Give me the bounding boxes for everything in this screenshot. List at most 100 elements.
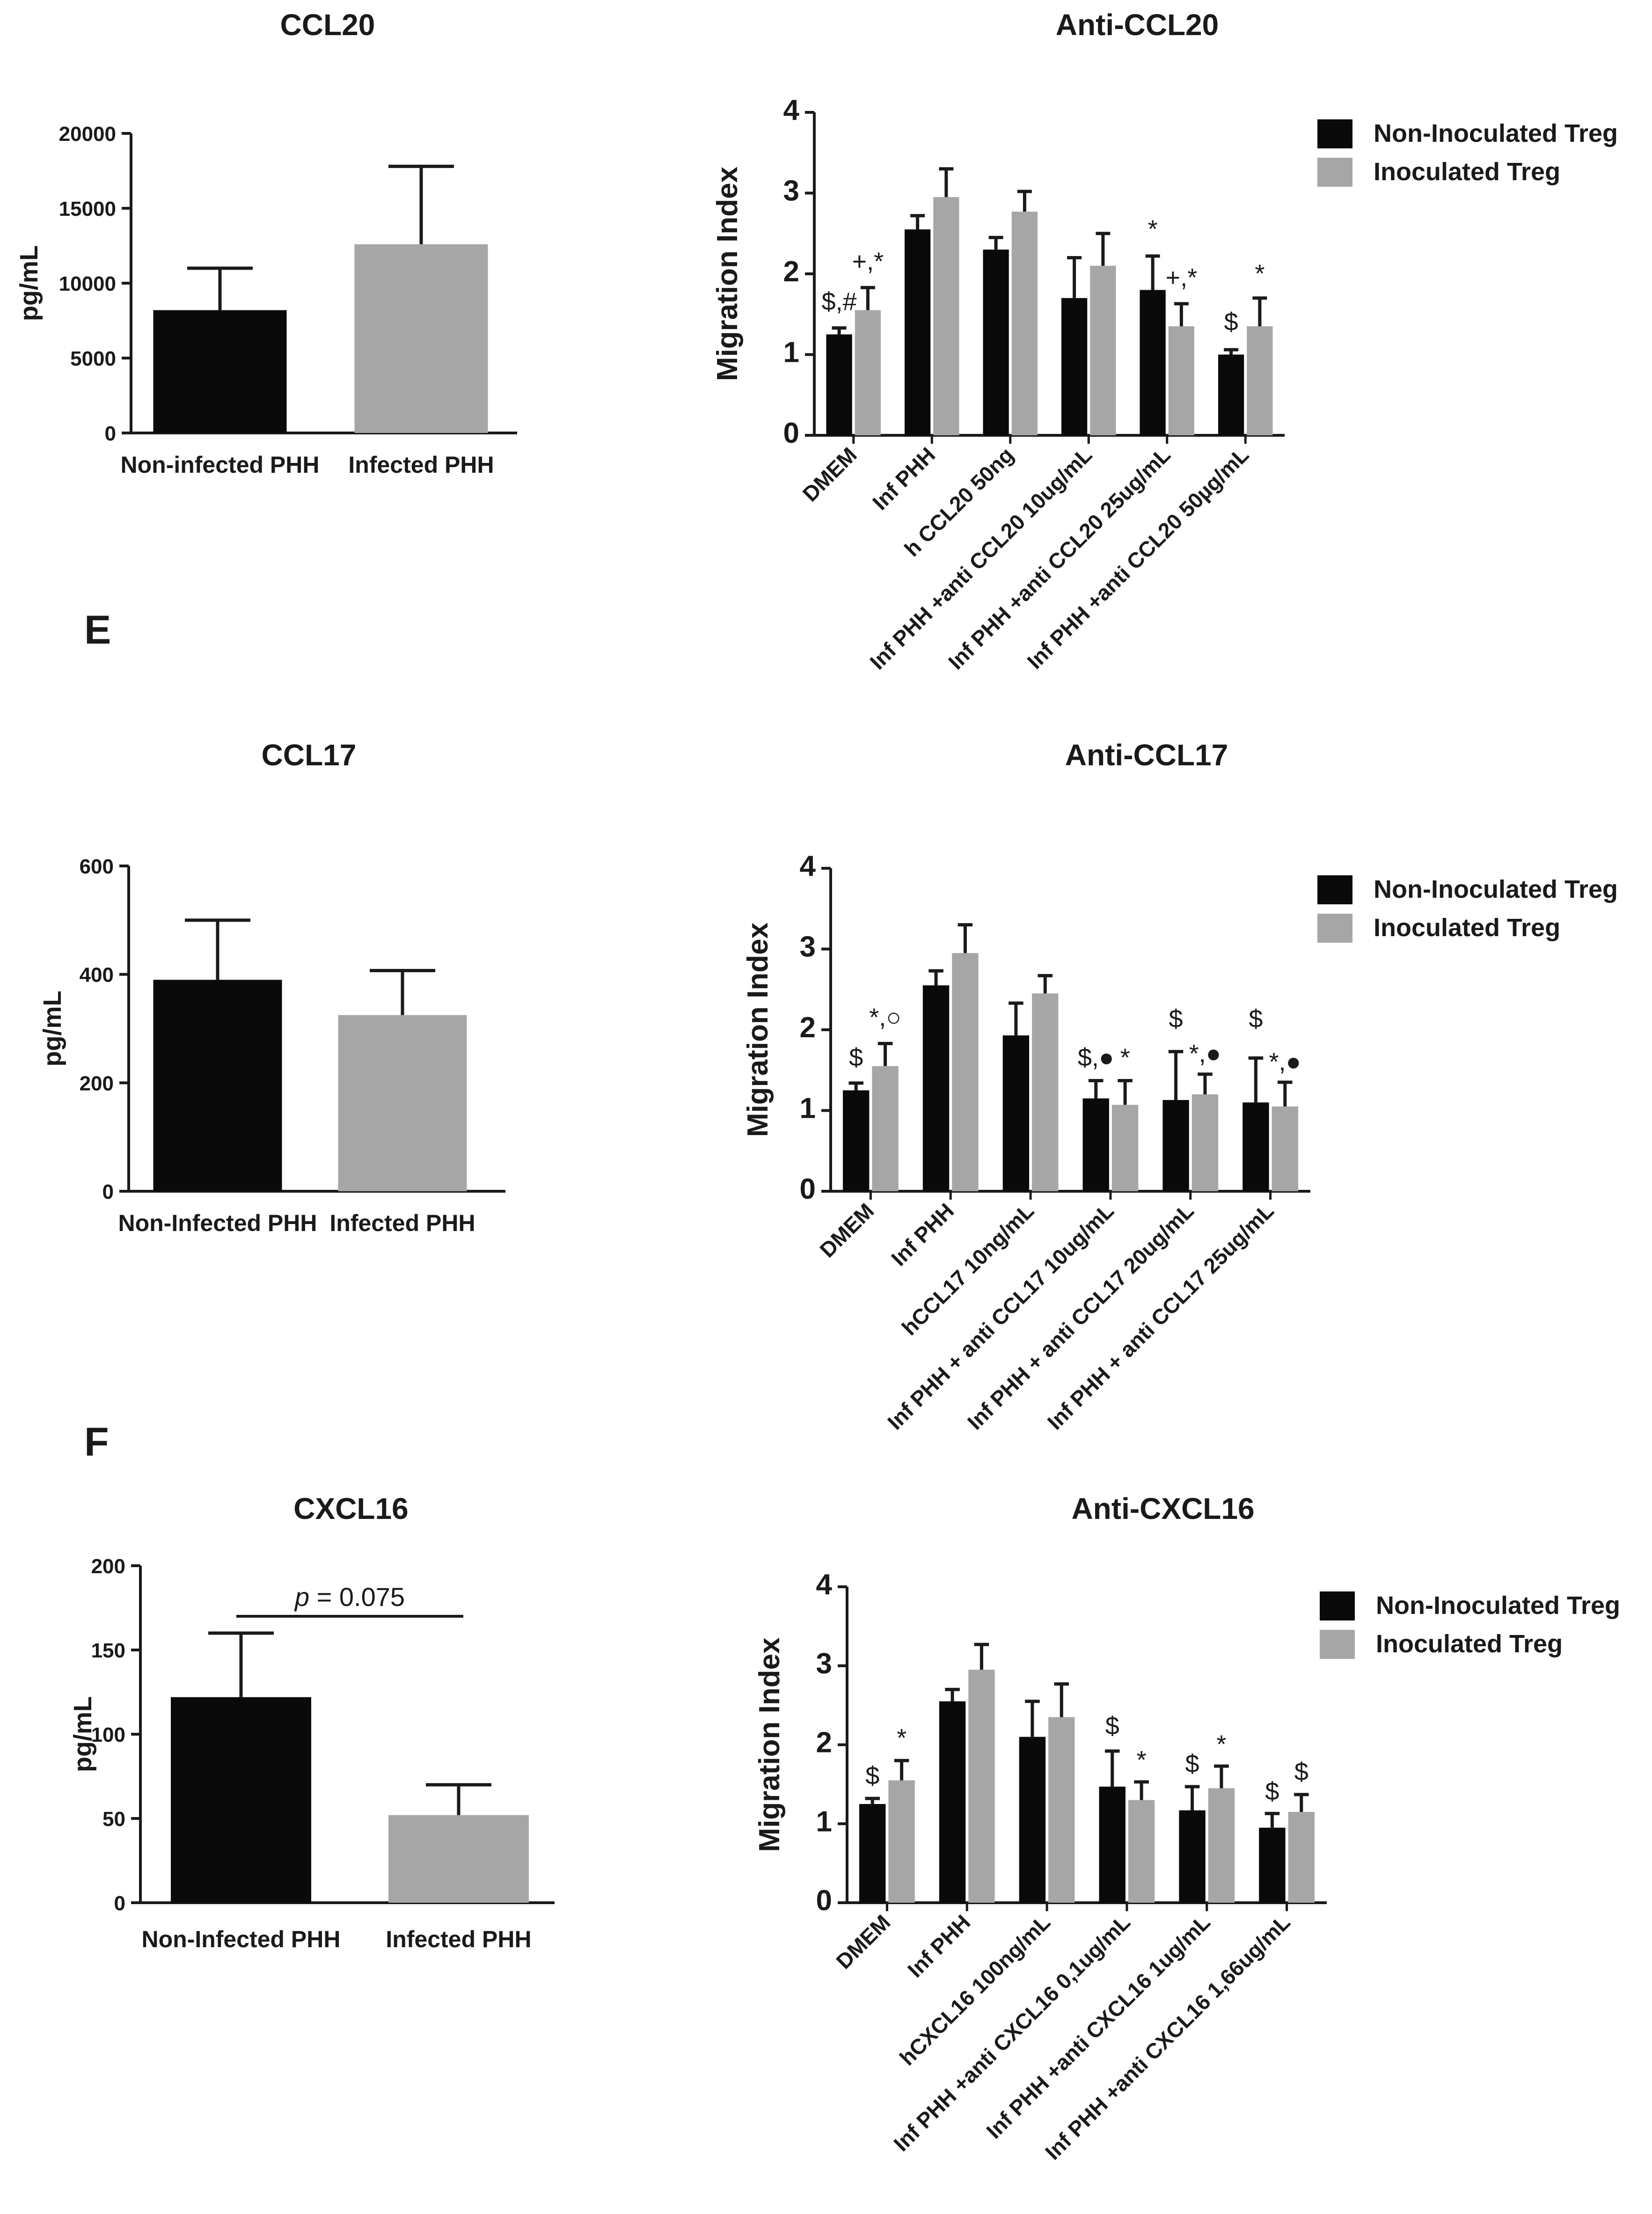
bar-inoculated [1288, 1811, 1315, 1903]
chart-title: CCL20 [280, 8, 375, 42]
bar-non-inoculated [922, 985, 950, 1191]
significance-annotation: +,* [1166, 264, 1198, 292]
bar-inoculated [1090, 265, 1116, 435]
x-category-label: DMEM [798, 442, 862, 506]
bar-non-inoculated [983, 249, 1009, 435]
p-value-label: p = 0.075 [294, 1582, 405, 1612]
legend-swatch-non-inoculated [1317, 875, 1352, 904]
x-category-label: Inf PHH [868, 442, 940, 514]
bar-inoculated [968, 1670, 995, 1903]
y-axis-label: Migration Index [742, 922, 774, 1137]
y-tick-label: 1 [816, 1805, 832, 1838]
significance-annotation: +,* [852, 247, 884, 275]
legend-label-inoculated: Inoculated Treg [1376, 1630, 1563, 1658]
significance-annotation: $ [1105, 1712, 1119, 1740]
legend-label-non-inoculated: Non-Inoculated Treg [1374, 875, 1618, 903]
significance-annotation: * [1216, 1730, 1226, 1758]
bar-non-inoculated [859, 1804, 886, 1903]
legend-swatch-non-inoculated [1320, 1591, 1355, 1620]
significance-annotation: $ [1185, 1750, 1199, 1778]
y-tick-label: 3 [783, 175, 799, 207]
significance-annotation: $ [849, 1044, 863, 1072]
x-category-label: Non-infected PHH [121, 452, 320, 478]
x-category-label: Inf PHH [903, 1910, 975, 1982]
x-category-label: hCCL17 10ng/mL [897, 1198, 1038, 1340]
chart-title: Anti-CCL17 [1065, 738, 1228, 772]
significance-annotation: *,○ [869, 1003, 901, 1031]
y-tick-label: 150 [91, 1639, 125, 1662]
p-italic: p [294, 1582, 309, 1612]
y-tick-label: 50 [102, 1808, 125, 1831]
bar-non-inoculated [1179, 1810, 1206, 1903]
y-tick-label: 2 [783, 256, 799, 288]
bar-non-inoculated [1259, 1827, 1286, 1903]
bar-non-inoculated [843, 1090, 870, 1191]
y-tick-label: 10000 [59, 272, 116, 295]
y-axis-label: pg/mL [15, 245, 43, 321]
y-axis-label: pg/mL [69, 1696, 97, 1772]
bar-0 [153, 310, 287, 433]
bar-0 [153, 980, 282, 1191]
bar-inoculated [1111, 1105, 1139, 1191]
y-tick-label: 20000 [59, 123, 116, 146]
y-tick-label: 600 [80, 855, 114, 878]
y-tick-label: 2 [800, 1012, 816, 1044]
chart-title: CXCL16 [293, 1492, 408, 1525]
y-tick-label: 0 [105, 422, 116, 445]
significance-annotation: *,● [1189, 1040, 1221, 1068]
significance-annotation: $,# [822, 288, 857, 316]
x-category-label: Infected PHH [329, 1210, 475, 1236]
bar-non-inoculated [1061, 298, 1088, 435]
bar-1 [338, 1015, 467, 1191]
significance-annotation: $ [1265, 1778, 1279, 1806]
y-tick-label: 15000 [59, 198, 116, 220]
legend-label-non-inoculated: Non-Inoculated Treg [1376, 1591, 1620, 1620]
x-category-label: Infected PHH [348, 452, 494, 478]
y-tick-label: 200 [80, 1072, 114, 1095]
y-tick-label: 2 [816, 1727, 832, 1759]
y-tick-label: 4 [783, 94, 800, 126]
x-category-label: Inf PHH [886, 1198, 958, 1270]
chart-anti-ccl17: Anti-CCL17 Migration Index 0 1 2 3 4 DMEM Inf PH… [742, 738, 1618, 1434]
bar-non-inoculated [939, 1701, 966, 1903]
panel-label-e: E [84, 608, 111, 652]
y-tick-label: 4 [800, 850, 816, 882]
bar-non-inoculated [1019, 1737, 1046, 1903]
significance-annotation: * [1137, 1746, 1147, 1774]
bar-inoculated [1191, 1094, 1219, 1191]
bar-non-inoculated [1162, 1100, 1189, 1191]
chart-ccl20: CCL20 pg/mL 0 5000 10000 15000 20000 Non-infect… [15, 8, 517, 478]
y-tick-label: 5000 [70, 347, 116, 370]
y-tick-label: 100 [91, 1723, 125, 1746]
p-value-text: = 0.075 [309, 1582, 405, 1612]
significance-annotation: * [1255, 259, 1265, 287]
bar-inoculated [952, 953, 979, 1191]
y-tick-label: 4 [816, 1569, 833, 1601]
significance-annotation: *,● [1269, 1048, 1301, 1076]
x-category-label: hCXCL16 100ng/mL [895, 1910, 1055, 2070]
significance-annotation: $ [1224, 308, 1238, 336]
chart-ccl17: CCL17 pg/mL 0 200 400 600 Non-Infected PHH Infe… [38, 738, 505, 1236]
legend-swatch-inoculated [1317, 158, 1352, 187]
bar-inoculated [1048, 1717, 1075, 1903]
bar-non-inoculated [1243, 1102, 1269, 1191]
legend-label-non-inoculated: Non-Inoculated Treg [1374, 119, 1618, 147]
bar-inoculated [1272, 1106, 1298, 1191]
y-tick-label: 3 [816, 1648, 832, 1680]
chart-anti-cxcl16: Anti-CXCL16 Migration Index 0 1 2 3 4 DMEM Inf P… [753, 1492, 1620, 2164]
bar-1 [354, 244, 488, 433]
significance-annotation: * [1120, 1044, 1130, 1072]
chart-anti-ccl20: Anti-CCL20 Migration Index 0 1 2 3 4 DMEM Inf PH… [711, 8, 1618, 674]
panel-label-f: F [84, 1420, 109, 1465]
bar-inoculated [1011, 212, 1038, 435]
charts-group: CCL20 pg/mL 0 5000 10000 15000 20000 Non-infect… [15, 8, 1620, 2164]
bar-non-inoculated [1082, 1098, 1109, 1191]
y-tick-label: 3 [800, 931, 816, 963]
bar-inoculated [1168, 326, 1195, 435]
bar-inoculated [855, 310, 881, 435]
y-tick-label: 0 [783, 417, 799, 449]
bar-inoculated [1247, 326, 1273, 435]
significance-annotation: $ [1249, 1005, 1263, 1033]
y-tick-label: 1 [783, 337, 799, 369]
